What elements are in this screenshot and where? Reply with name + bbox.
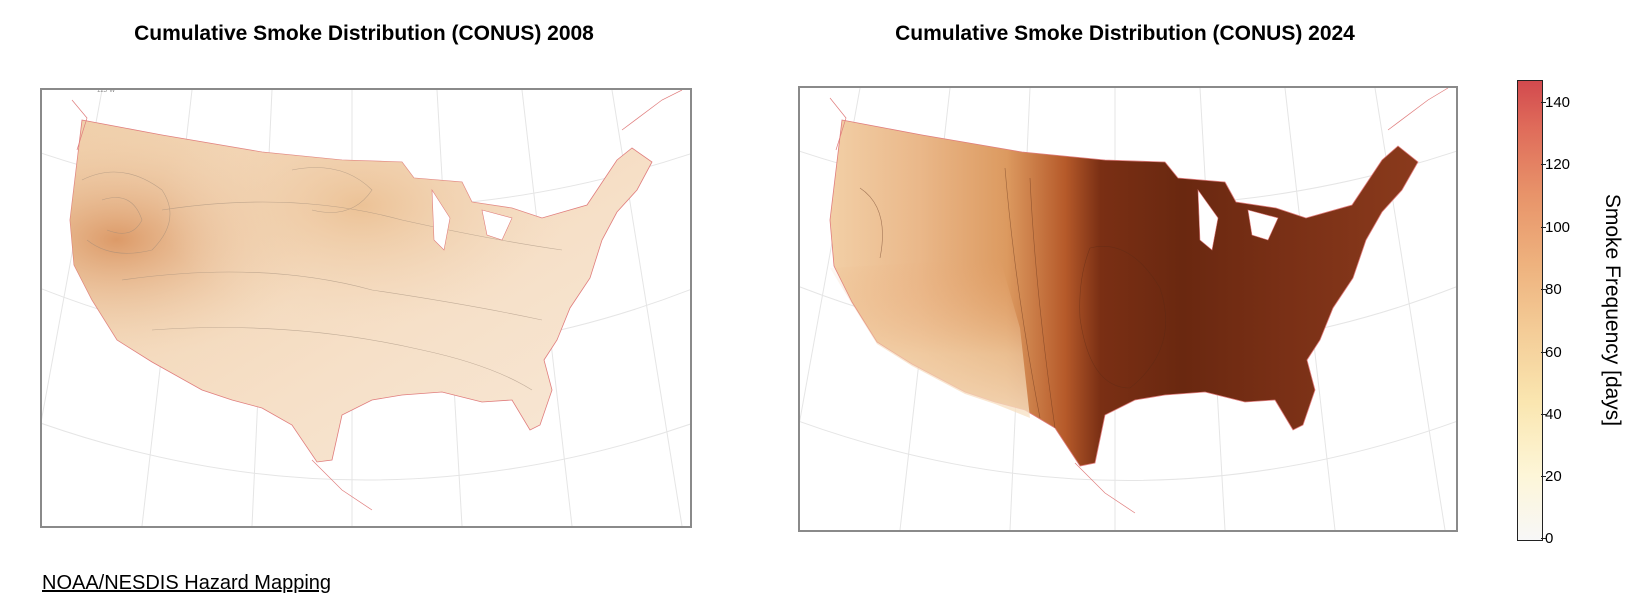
colorbar-tick-label: 40 (1545, 406, 1562, 423)
colorbar-tick-mark (1541, 102, 1546, 103)
map-title-2024: Cumulative Smoke Distribution (CONUS) 20… (895, 22, 1355, 45)
map-2024-canvas (800, 88, 1456, 530)
coastline-outlines (829, 88, 1449, 514)
map-title-2008: Cumulative Smoke Distribution (CONUS) 20… (134, 22, 594, 45)
colorbar-tick-label: 60 (1545, 344, 1562, 361)
colorbar (1517, 80, 1543, 541)
colorbar-tick-label: 20 (1545, 468, 1562, 485)
colorbar-tick-mark (1541, 414, 1546, 415)
colorbar-tick-label: 120 (1545, 156, 1571, 173)
colorbar-tick-mark (1541, 164, 1546, 165)
colorbar-tick-mark (1541, 538, 1546, 539)
longitude-tick: 125°W (97, 88, 116, 94)
map-2008-canvas (42, 90, 690, 526)
colorbar-tick-label: 100 (1545, 219, 1571, 236)
colorbar-tick-mark (1541, 227, 1546, 228)
colorbar-tick-label: 80 (1545, 281, 1562, 298)
map-2024 (798, 86, 1458, 532)
colorbar-tick-label: 140 (1545, 94, 1571, 111)
contour-lines (81, 167, 563, 391)
contour-lines (859, 167, 1167, 429)
colorbar-tick-label: 0 (1545, 530, 1554, 547)
map-2008: 125°W (40, 88, 692, 528)
colorbar-label: Smoke Frequency [days] (1601, 193, 1624, 427)
colorbar-tick-mark (1541, 476, 1546, 477)
colorbar-tick-mark (1541, 289, 1546, 290)
source-link[interactable]: NOAA/NESDIS Hazard Mapping (42, 572, 332, 594)
coastline-outlines (71, 90, 683, 511)
colorbar-tick-mark (1541, 352, 1546, 353)
